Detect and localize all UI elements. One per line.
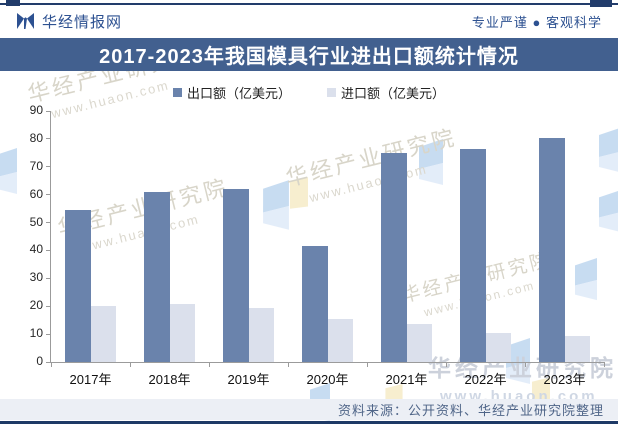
bar-2020年-series0: [301, 246, 328, 362]
y-axis-label: 90: [29, 103, 43, 117]
y-axis-label: 10: [29, 326, 43, 341]
x-axis-tick: [129, 362, 131, 367]
brand-logo-icon: [17, 12, 34, 29]
x-axis-label: 2020年: [306, 372, 349, 387]
y-axis-label: 50: [29, 214, 43, 229]
bar-2021年-series0: [380, 153, 407, 362]
bar-2018年-series0: [143, 192, 170, 362]
y-axis-label: 0: [36, 354, 43, 368]
y-axis-tick: [46, 110, 51, 112]
chart-legend: 出口额（亿美元） 进口额（亿美元）: [0, 83, 618, 101]
top-divider: [0, 3, 618, 5]
x-axis-tick: [287, 362, 289, 367]
y-axis-label: 20: [29, 298, 43, 313]
legend-item-series0: 出口额（亿美元）: [172, 83, 291, 102]
y-axis-label: 30: [29, 270, 43, 285]
y-axis-tick: [46, 249, 51, 251]
bar-2017年-series0: [64, 209, 91, 362]
x-axis-tick: [603, 362, 605, 367]
bar-2018年-series1: [169, 303, 195, 362]
x-axis-tick: [366, 362, 368, 367]
y-axis-tick: [46, 333, 51, 335]
header-tagline: 专业严谨 ● 客观科学: [471, 14, 602, 30]
bar-2023年-series1: [564, 336, 590, 362]
top-divider-cap-left: [6, 0, 20, 6]
y-axis-label: 60: [29, 186, 43, 201]
legend-label: 出口额（亿美元）: [186, 85, 291, 101]
x-axis-tick: [524, 362, 526, 367]
x-axis-label: 2017年: [69, 372, 112, 387]
header: 华经情报网 专业严谨 ● 客观科学: [0, 7, 618, 35]
page-title: 2017-2023年我国模具行业进出口额统计情况: [99, 46, 519, 68]
brand: 华经情报网: [16, 11, 122, 32]
x-axis-tick: [445, 362, 447, 367]
bar-2019年-series1: [248, 308, 274, 362]
y-axis-label: 40: [29, 242, 43, 257]
legend-swatch: [327, 87, 336, 97]
y-axis-label: 70: [29, 158, 43, 173]
bar-2019年-series0: [222, 188, 249, 362]
y-axis-tick: [46, 277, 51, 279]
legend-item-series1: 进口额（亿美元）: [327, 83, 445, 102]
y-axis-tick: [46, 194, 51, 196]
y-axis-tick: [46, 222, 51, 224]
y-axis-label: 80: [29, 130, 43, 145]
legend-label: 进口额（亿美元）: [341, 85, 446, 101]
x-axis-label: 2019年: [227, 372, 270, 387]
x-axis-tick: [50, 362, 52, 367]
top-divider-cap-right: [590, 0, 612, 7]
bar-2017年-series1: [90, 305, 116, 362]
bar-2021年-series1: [406, 323, 432, 362]
y-axis-tick: [46, 305, 51, 307]
bottom-divider: [0, 421, 618, 424]
x-axis-label: 2021年: [385, 372, 428, 387]
bar-2022年-series1: [485, 332, 511, 362]
brand-name: 华经情报网: [42, 13, 123, 31]
x-axis-label: 2023年: [543, 372, 586, 387]
title-bar: 2017-2023年我国模具行业进出口额统计情况: [0, 38, 618, 71]
footer-source-bar: 资料来源：公开资料、华经产业研究院整理: [0, 399, 618, 420]
y-axis-tick: [46, 361, 51, 363]
x-axis-tick: [208, 362, 210, 367]
bar-2020年-series1: [327, 318, 353, 362]
bar-2023年-series0: [538, 138, 565, 362]
bar-chart-plot-area: 0 10 20 30 40 50 60 70 80 90 2017年 2018年 2019年 2020年 2…: [30, 103, 605, 387]
legend-swatch: [172, 87, 182, 97]
y-axis-tick: [46, 166, 51, 168]
x-axis-label: 2018年: [148, 372, 191, 387]
x-axis-label: 2022年: [464, 372, 507, 387]
y-axis-tick: [46, 138, 51, 140]
bar-2022年-series0: [459, 148, 486, 362]
source-note: 资料来源：公开资料、华经产业研究院整理: [337, 403, 604, 418]
